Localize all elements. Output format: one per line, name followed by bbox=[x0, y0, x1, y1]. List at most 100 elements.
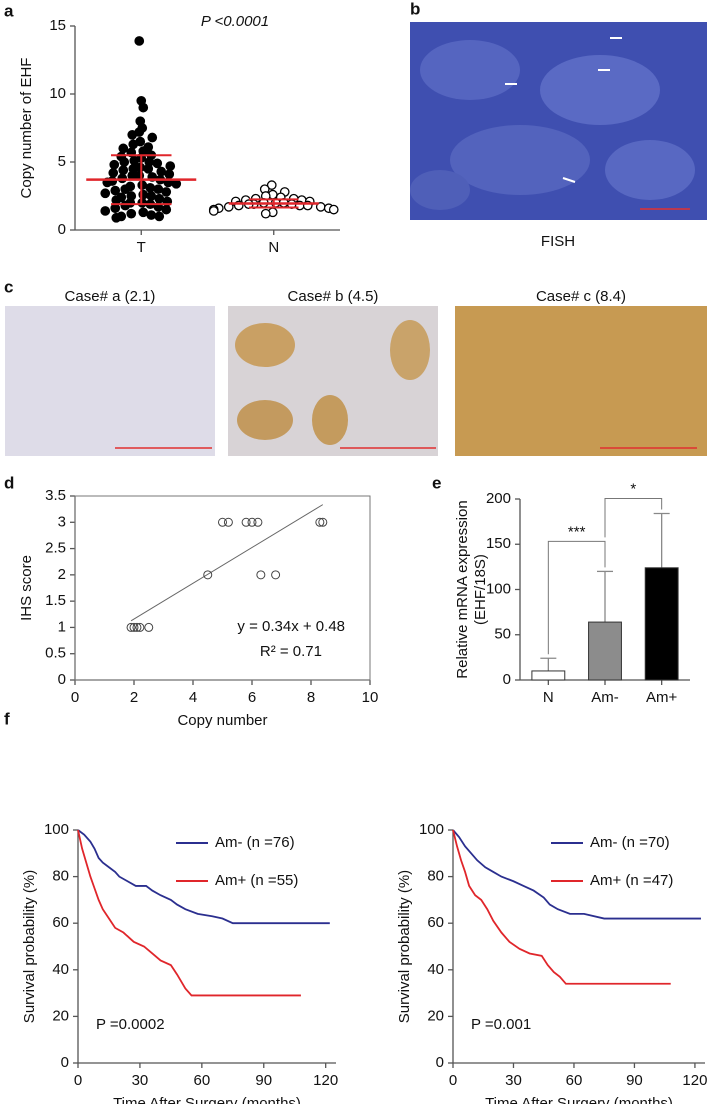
data-point bbox=[146, 191, 157, 201]
y-tick-label: 0.5 bbox=[45, 645, 66, 662]
data-point bbox=[117, 173, 128, 184]
x-tick-label: Am+ bbox=[646, 689, 678, 706]
data-point bbox=[223, 517, 233, 527]
x-tick-label: 30 bbox=[132, 1072, 149, 1089]
x-axis-label: Time After Surgery (months) bbox=[113, 1095, 301, 1104]
annotation: P <0.0001 bbox=[201, 13, 269, 30]
annotation: P =0.0002 bbox=[96, 1016, 165, 1033]
y-tick-label: 3.5 bbox=[45, 487, 66, 504]
data-point bbox=[218, 517, 227, 527]
x-tick-label: 120 bbox=[313, 1072, 338, 1089]
data-point bbox=[135, 622, 145, 632]
data-point bbox=[315, 517, 325, 527]
y-tick-label: 100 bbox=[419, 821, 444, 838]
x-axis-label: Copy number bbox=[177, 712, 267, 729]
y-tick-label: 40 bbox=[52, 961, 69, 978]
data-point bbox=[145, 182, 156, 193]
y-tick-label: 100 bbox=[486, 580, 511, 597]
data-point bbox=[110, 185, 121, 196]
x-tick-label: 0 bbox=[449, 1072, 457, 1089]
data-point bbox=[253, 517, 263, 527]
x-tick-label: 6 bbox=[248, 689, 256, 706]
y-tick-label: 0 bbox=[61, 1054, 69, 1071]
data-point bbox=[328, 204, 339, 215]
data-point bbox=[127, 129, 138, 140]
y-axis-label: Relative mRNA expression bbox=[454, 500, 471, 678]
image-title: Case# c (8.4) bbox=[536, 288, 626, 305]
annotation: y = 0.34x + 0.48 bbox=[237, 618, 345, 635]
data-point bbox=[111, 195, 122, 205]
annotation: P =0.001 bbox=[471, 1016, 531, 1033]
data-point bbox=[143, 163, 154, 174]
panel-label: f bbox=[4, 709, 10, 728]
survival-curve bbox=[452, 829, 701, 920]
data-point bbox=[271, 570, 281, 580]
data-point bbox=[119, 157, 130, 167]
x-tick-label: 60 bbox=[193, 1072, 210, 1089]
y-tick-label: 150 bbox=[486, 535, 511, 552]
y-axis-label: Survival probability (%) bbox=[21, 870, 38, 1023]
x-tick-label: 4 bbox=[189, 689, 197, 706]
data-point bbox=[318, 517, 328, 527]
x-tick-label: 90 bbox=[626, 1072, 643, 1089]
data-point bbox=[161, 204, 172, 215]
data-point bbox=[110, 203, 121, 214]
x-tick-label: 8 bbox=[307, 689, 315, 706]
data-point bbox=[161, 187, 172, 197]
survival-curve bbox=[77, 829, 330, 925]
y-tick-label: 5 bbox=[58, 153, 66, 170]
data-point bbox=[134, 36, 145, 46]
data-point bbox=[138, 102, 149, 113]
y-tick-label: 2 bbox=[58, 566, 66, 583]
panel-label: a bbox=[4, 1, 14, 20]
data-point bbox=[128, 139, 139, 150]
ihc-images bbox=[5, 306, 707, 456]
y-tick-label: 80 bbox=[52, 868, 69, 885]
data-point bbox=[256, 570, 266, 580]
image-title: Case# b (4.5) bbox=[288, 288, 379, 305]
significance-bracket bbox=[547, 540, 606, 655]
y-tick-label: 60 bbox=[427, 914, 444, 931]
data-point bbox=[129, 622, 139, 632]
y-tick-label: 80 bbox=[427, 868, 444, 885]
panel-label: e bbox=[432, 473, 441, 492]
y-tick-label: 0 bbox=[58, 671, 66, 688]
y-tick-label: 2.5 bbox=[45, 540, 66, 557]
fish-image bbox=[410, 22, 707, 220]
y-axis-label: Copy number of EHF bbox=[18, 58, 35, 199]
legend-label: Am- (n =76) bbox=[215, 834, 295, 851]
survival-curve bbox=[77, 829, 301, 997]
y-tick-label: 100 bbox=[44, 821, 69, 838]
bar bbox=[531, 670, 566, 681]
x-tick-label: 90 bbox=[255, 1072, 272, 1089]
data-point bbox=[260, 208, 271, 219]
x-axis-label: Time After Surgery (months) bbox=[485, 1095, 673, 1104]
data-point bbox=[138, 207, 149, 218]
data-point bbox=[120, 184, 131, 195]
data-point bbox=[247, 517, 257, 527]
legend-label: Am+ (n =47) bbox=[590, 872, 673, 889]
y-tick-label: 15 bbox=[49, 17, 66, 34]
significance-bracket bbox=[604, 497, 663, 538]
y-tick-label: 0 bbox=[503, 671, 511, 688]
y-tick-label: 20 bbox=[427, 1007, 444, 1024]
data-point bbox=[153, 184, 164, 195]
data-point bbox=[154, 193, 165, 204]
data-point bbox=[126, 622, 136, 632]
x-tick-label: T bbox=[137, 239, 146, 256]
y-tick-label: 200 bbox=[486, 490, 511, 507]
data-point bbox=[156, 166, 167, 177]
data-point bbox=[111, 212, 122, 223]
y-tick-label: 1 bbox=[58, 618, 66, 635]
y-axis-label: (EHF/18S) bbox=[472, 554, 489, 625]
data-point bbox=[100, 206, 111, 216]
y-tick-label: 40 bbox=[427, 961, 444, 978]
significance-label: *** bbox=[568, 523, 586, 540]
x-tick-label: 0 bbox=[74, 1072, 82, 1089]
data-point bbox=[108, 168, 119, 178]
y-axis-label: Survival probability (%) bbox=[396, 870, 413, 1023]
significance-label: * bbox=[630, 480, 636, 497]
data-point bbox=[164, 169, 175, 180]
data-point bbox=[147, 132, 158, 143]
